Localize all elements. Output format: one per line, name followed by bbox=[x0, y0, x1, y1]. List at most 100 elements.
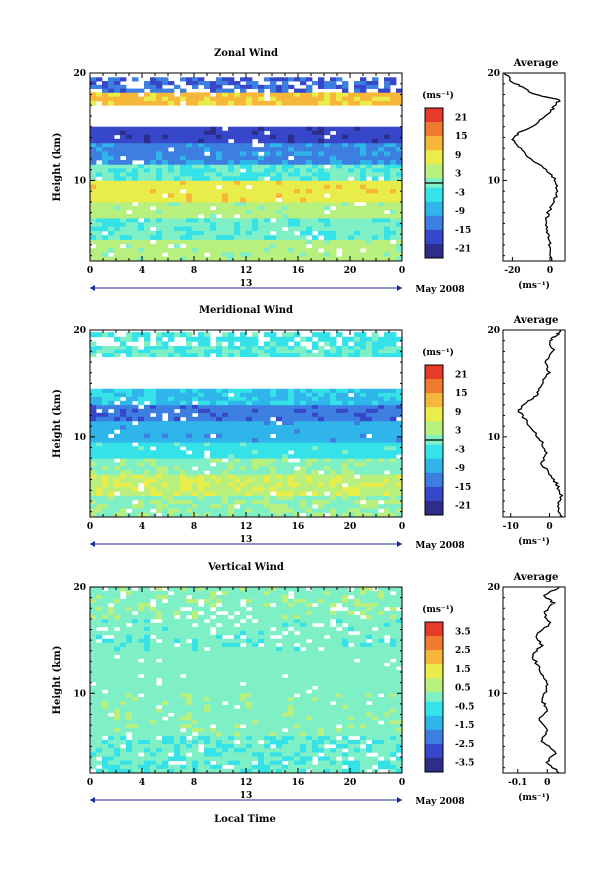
heatmap-cell bbox=[324, 760, 331, 766]
heatmap-cell bbox=[96, 256, 103, 262]
heatmap-cell bbox=[126, 748, 133, 753]
heatmap-cell bbox=[354, 256, 361, 262]
heatmap-cell bbox=[312, 437, 319, 443]
heatmap-cell bbox=[180, 248, 187, 253]
heatmap-cell bbox=[228, 499, 235, 505]
heatmap-cell bbox=[258, 712, 265, 717]
heatmap-cell bbox=[354, 214, 361, 219]
heatmap-cell bbox=[336, 349, 343, 354]
heatmap-cell bbox=[150, 151, 157, 157]
heatmap-cell bbox=[132, 226, 139, 232]
heatmap-cell bbox=[396, 764, 403, 770]
heatmap-cell bbox=[354, 88, 361, 93]
heatmap-cell bbox=[294, 487, 301, 492]
heatmap-cell bbox=[294, 495, 301, 501]
heatmap-cell bbox=[210, 84, 217, 89]
heatmap-cell bbox=[126, 704, 133, 710]
heatmap-cell bbox=[168, 392, 175, 398]
heatmap-cell bbox=[336, 442, 343, 447]
heatmap-cell bbox=[264, 748, 271, 753]
heatmap-cell bbox=[108, 508, 115, 514]
heatmap-cell bbox=[342, 353, 349, 358]
heatmap-cell bbox=[372, 416, 379, 422]
heatmap-cell bbox=[390, 768, 397, 774]
heatmap-cell bbox=[210, 189, 217, 194]
heatmap-cell bbox=[270, 134, 277, 140]
heatmap-cell bbox=[312, 218, 319, 223]
heatmap-cell bbox=[192, 495, 199, 501]
heatmap-cell bbox=[252, 388, 259, 394]
heatmap-cell bbox=[222, 504, 229, 509]
heatmap-cell bbox=[306, 704, 313, 710]
heatmap-cell bbox=[174, 412, 181, 418]
heatmap-cell bbox=[336, 731, 343, 737]
heatmap-cell bbox=[138, 226, 145, 232]
heatmap-cell bbox=[342, 760, 349, 766]
heatmap-cell bbox=[216, 168, 223, 173]
heatmap-cell bbox=[342, 487, 349, 492]
heatmap-cell bbox=[114, 197, 121, 203]
heatmap-cell bbox=[300, 712, 307, 717]
heatmap-cell bbox=[168, 248, 175, 253]
heatmap-cell bbox=[270, 450, 277, 455]
heatmap-cell bbox=[162, 214, 169, 219]
heatmap-cell bbox=[228, 172, 235, 177]
heatmap-cell bbox=[282, 201, 289, 207]
heatmap-cell bbox=[90, 446, 97, 451]
heatmap-cell bbox=[198, 349, 205, 354]
heatmap-cell bbox=[186, 400, 193, 406]
heatmap-cell bbox=[294, 462, 301, 467]
heatmap-cell bbox=[372, 756, 379, 761]
heatmap-cell bbox=[348, 764, 355, 770]
heatmap-cell bbox=[222, 193, 229, 199]
heatmap-cell bbox=[294, 760, 301, 766]
heatmap-cell bbox=[300, 728, 307, 733]
heatmap-cell bbox=[318, 735, 325, 741]
heatmap-cell bbox=[312, 716, 319, 721]
heatmap-cell bbox=[216, 180, 223, 186]
heatmap-cell bbox=[222, 491, 229, 497]
heatmap-cell bbox=[240, 180, 247, 186]
heatmap-cell bbox=[270, 454, 277, 459]
heatmap-cell bbox=[384, 739, 391, 745]
heatmap-cell bbox=[150, 728, 157, 733]
heatmap-cell bbox=[204, 412, 211, 418]
heatmap-cell bbox=[312, 708, 319, 714]
heatmap-cell bbox=[294, 716, 301, 721]
heatmap-cell bbox=[144, 462, 151, 467]
heatmap-cell bbox=[366, 454, 373, 459]
heatmap-cell bbox=[330, 764, 337, 770]
heatmap-cell bbox=[378, 404, 385, 410]
heatmap-cell bbox=[396, 336, 403, 342]
heatmap-cell bbox=[252, 466, 259, 471]
heatmap-cell bbox=[90, 716, 97, 721]
heatmap-cell bbox=[240, 474, 247, 479]
heatmap-cell bbox=[372, 425, 379, 430]
heatmap-cell bbox=[132, 164, 139, 169]
heatmap-cell bbox=[258, 697, 265, 702]
heatmap-cell bbox=[390, 404, 397, 410]
heatmap-cell bbox=[90, 466, 97, 471]
heatmap-cell bbox=[378, 252, 385, 258]
heatmap-cell bbox=[258, 214, 265, 219]
heatmap-cell bbox=[324, 701, 331, 706]
heatmap-cell bbox=[168, 768, 175, 774]
heatmap-cell bbox=[210, 487, 217, 492]
heatmap-cell bbox=[336, 482, 343, 488]
heatmap-cell bbox=[330, 396, 337, 402]
heatmap-cell bbox=[126, 720, 133, 725]
heatmap-cell bbox=[138, 222, 145, 228]
heatmap-cell bbox=[186, 155, 193, 161]
heatmap-cell bbox=[150, 487, 157, 492]
heatmap-cell bbox=[354, 243, 361, 249]
heatmap-cell bbox=[330, 504, 337, 509]
heatmap-cell bbox=[234, 728, 241, 733]
heatmap-cell bbox=[150, 184, 157, 190]
heatmap-cell bbox=[168, 235, 175, 240]
heatmap-cell bbox=[222, 142, 229, 148]
heatmap-cell bbox=[192, 193, 199, 199]
heatmap-cell bbox=[366, 462, 373, 467]
heatmap-cell bbox=[210, 454, 217, 459]
heatmap-cell bbox=[246, 388, 253, 394]
heatmap-cell bbox=[342, 408, 349, 414]
